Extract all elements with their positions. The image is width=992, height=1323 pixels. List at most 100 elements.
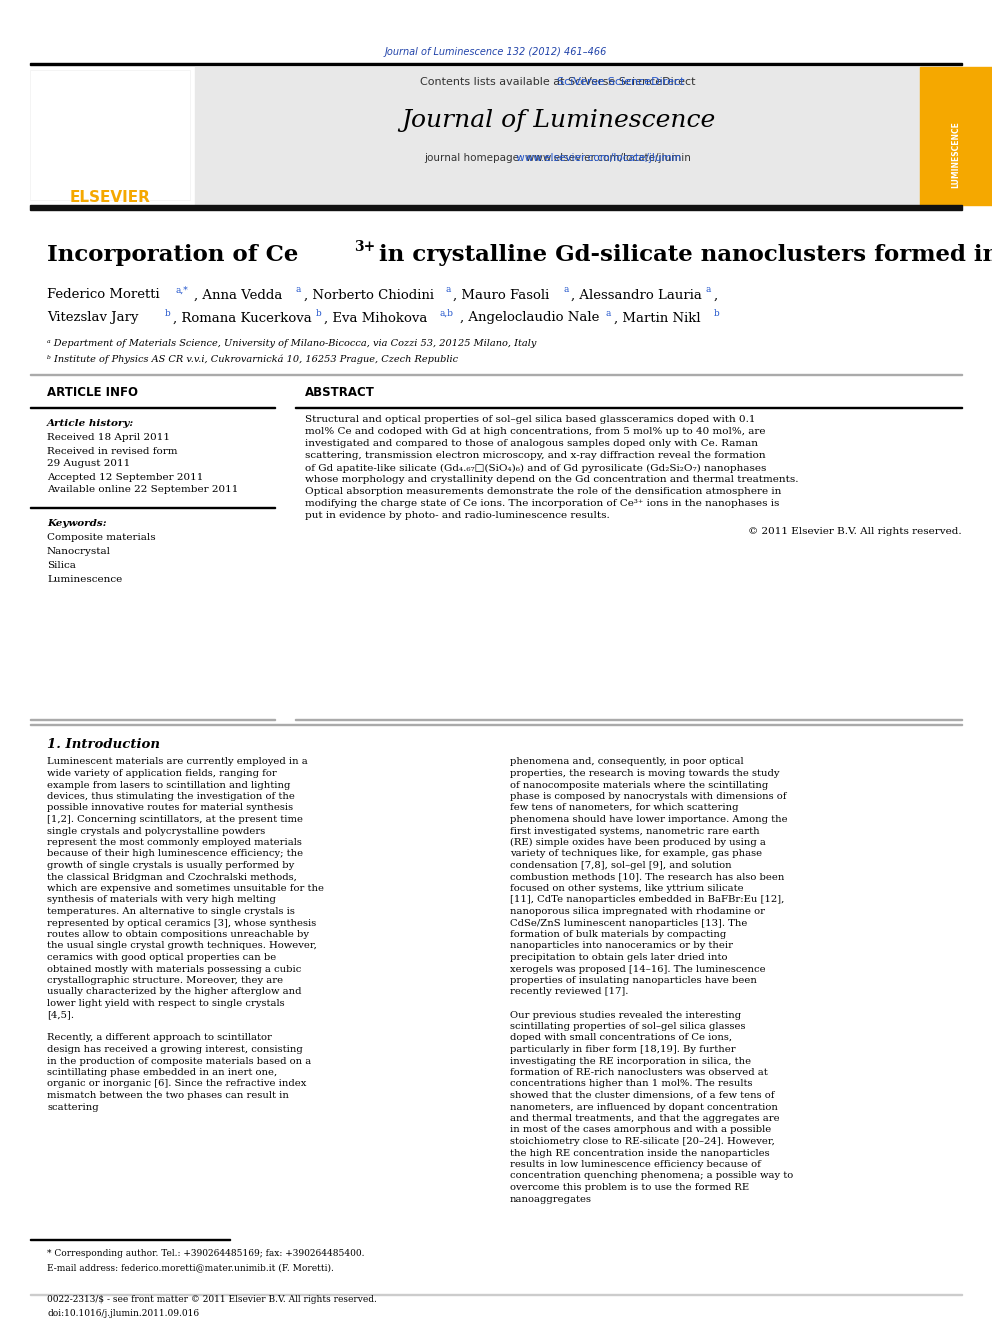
- Text: phenomena and, consequently, in poor optical: phenomena and, consequently, in poor opt…: [510, 758, 744, 766]
- Text: nanoporous silica impregnated with rhodamine or: nanoporous silica impregnated with rhoda…: [510, 908, 765, 916]
- Text: [11], CdTe nanoparticles embedded in BaFBr:Eu [12],: [11], CdTe nanoparticles embedded in BaF…: [510, 896, 785, 905]
- Text: properties of insulating nanoparticles have been: properties of insulating nanoparticles h…: [510, 976, 757, 986]
- Text: modifying the charge state of Ce ions. The incorporation of Ce³⁺ ions in the nan: modifying the charge state of Ce ions. T…: [305, 500, 780, 508]
- Text: put in evidence by photo- and radio-luminescence results.: put in evidence by photo- and radio-lumi…: [305, 512, 610, 520]
- Text: temperatures. An alternative to single crystals is: temperatures. An alternative to single c…: [47, 908, 295, 916]
- Text: obtained mostly with materials possessing a cubic: obtained mostly with materials possessin…: [47, 964, 302, 974]
- Text: LUMINESCENCE: LUMINESCENCE: [951, 122, 960, 188]
- Text: few tens of nanometers, for which scattering: few tens of nanometers, for which scatte…: [510, 803, 738, 812]
- Text: design has received a growing interest, consisting: design has received a growing interest, …: [47, 1045, 303, 1054]
- Text: , Martin Nikl: , Martin Nikl: [614, 311, 700, 324]
- Text: 0022-2313/$ - see front matter © 2011 Elsevier B.V. All rights reserved.: 0022-2313/$ - see front matter © 2011 El…: [47, 1295, 377, 1304]
- Text: results in low luminescence efficiency because of: results in low luminescence efficiency b…: [510, 1160, 761, 1170]
- Text: Received in revised form: Received in revised form: [47, 446, 178, 455]
- Bar: [30, 64, 962, 65]
- Text: in most of the cases amorphous and with a possible: in most of the cases amorphous and with …: [510, 1126, 771, 1135]
- Text: because of their high luminescence efficiency; the: because of their high luminescence effic…: [47, 849, 304, 859]
- Text: a,*: a,*: [176, 286, 188, 295]
- Text: concentrations higher than 1 mol%. The results: concentrations higher than 1 mol%. The r…: [510, 1080, 753, 1089]
- Text: mismatch between the two phases can result in: mismatch between the two phases can resu…: [47, 1091, 289, 1099]
- Text: xerogels was proposed [14–16]. The luminescence: xerogels was proposed [14–16]. The lumin…: [510, 964, 766, 974]
- Text: Structural and optical properties of sol–gel silica based glassceramics doped wi: Structural and optical properties of sol…: [305, 415, 756, 425]
- Text: CdSe/ZnS luminescent nanoparticles [13]. The: CdSe/ZnS luminescent nanoparticles [13].…: [510, 918, 747, 927]
- Text: Contents lists available at SciVerse ScienceDirect: Contents lists available at SciVerse Sci…: [421, 77, 695, 87]
- Text: the high RE concentration inside the nanoparticles: the high RE concentration inside the nan…: [510, 1148, 770, 1158]
- Text: first investigated systems, nanometric rare earth: first investigated systems, nanometric r…: [510, 827, 760, 836]
- Text: focused on other systems, like yttrium silicate: focused on other systems, like yttrium s…: [510, 884, 744, 893]
- Text: showed that the cluster dimensions, of a few tens of: showed that the cluster dimensions, of a…: [510, 1091, 775, 1099]
- Text: lower light yield with respect to single crystals: lower light yield with respect to single…: [47, 999, 285, 1008]
- Text: precipitation to obtain gels later dried into: precipitation to obtain gels later dried…: [510, 953, 727, 962]
- Text: overcome this problem is to use the formed RE: overcome this problem is to use the form…: [510, 1183, 749, 1192]
- Text: Luminescence: Luminescence: [47, 576, 122, 585]
- Text: © 2011 Elsevier B.V. All rights reserved.: © 2011 Elsevier B.V. All rights reserved…: [748, 528, 962, 537]
- Text: scintillating properties of sol–gel silica glasses: scintillating properties of sol–gel sili…: [510, 1021, 746, 1031]
- Text: ELSEVIER: ELSEVIER: [69, 191, 151, 205]
- Text: concentration quenching phenomena; a possible way to: concentration quenching phenomena; a pos…: [510, 1171, 794, 1180]
- Text: usually characterized by the higher afterglow and: usually characterized by the higher afte…: [47, 987, 302, 996]
- Text: single crystals and polycrystalline powders: single crystals and polycrystalline powd…: [47, 827, 265, 836]
- Text: nanoaggregates: nanoaggregates: [510, 1195, 592, 1204]
- Text: the usual single crystal growth techniques. However,: the usual single crystal growth techniqu…: [47, 942, 316, 950]
- Text: Vitezslav Jary: Vitezslav Jary: [47, 311, 139, 324]
- Text: Article history:: Article history:: [47, 418, 134, 427]
- Text: Composite materials: Composite materials: [47, 533, 156, 542]
- Text: doi:10.1016/j.jlumin.2011.09.016: doi:10.1016/j.jlumin.2011.09.016: [47, 1310, 199, 1319]
- Text: Accepted 12 September 2011: Accepted 12 September 2011: [47, 472, 203, 482]
- Text: a: a: [445, 286, 450, 295]
- Text: phase is composed by nanocrystals with dimensions of: phase is composed by nanocrystals with d…: [510, 792, 787, 800]
- Text: a: a: [606, 308, 611, 318]
- Text: Keywords:: Keywords:: [47, 519, 106, 528]
- Text: phenomena should have lower importance. Among the: phenomena should have lower importance. …: [510, 815, 788, 824]
- Text: [1,2]. Concerning scintillators, at the present time: [1,2]. Concerning scintillators, at the …: [47, 815, 303, 824]
- Text: 1. Introduction: 1. Introduction: [47, 738, 160, 751]
- Text: in crystalline Gd-silicate nanoclusters formed in silica: in crystalline Gd-silicate nanoclusters …: [371, 243, 992, 266]
- Text: nanometers, are influenced by dopant concentration: nanometers, are influenced by dopant con…: [510, 1102, 778, 1111]
- Text: represent the most commonly employed materials: represent the most commonly employed mat…: [47, 837, 302, 847]
- Text: www.elsevier.com/locate/jlumin: www.elsevier.com/locate/jlumin: [434, 153, 682, 163]
- Text: possible innovative routes for material synthesis: possible innovative routes for material …: [47, 803, 293, 812]
- Text: represented by optical ceramics [3], whose synthesis: represented by optical ceramics [3], who…: [47, 918, 316, 927]
- Text: b: b: [316, 308, 321, 318]
- Text: condensation [7,8], sol–gel [9], and solution: condensation [7,8], sol–gel [9], and sol…: [510, 861, 732, 871]
- Text: organic or inorganic [6]. Since the refractive index: organic or inorganic [6]. Since the refr…: [47, 1080, 307, 1089]
- Text: Received 18 April 2011: Received 18 April 2011: [47, 434, 170, 442]
- Text: whose morphology and crystallinity depend on the Gd concentration and thermal tr: whose morphology and crystallinity depen…: [305, 475, 799, 484]
- Text: ᵃ Department of Materials Science, University of Milano-Bicocca, via Cozzi 53, 2: ᵃ Department of Materials Science, Unive…: [47, 339, 537, 348]
- Text: a: a: [706, 286, 711, 295]
- Text: Journal of Luminescence: Journal of Luminescence: [401, 108, 715, 131]
- Text: ,: ,: [714, 288, 718, 302]
- Text: b: b: [165, 308, 171, 318]
- Text: combustion methods [10]. The research has also been: combustion methods [10]. The research ha…: [510, 872, 785, 881]
- Text: nanoparticles into nanoceramics or by their: nanoparticles into nanoceramics or by th…: [510, 942, 733, 950]
- Text: 29 August 2011: 29 August 2011: [47, 459, 130, 468]
- Text: recently reviewed [17].: recently reviewed [17].: [510, 987, 628, 996]
- Text: a: a: [296, 286, 302, 295]
- Text: Silica: Silica: [47, 561, 75, 570]
- Text: scattering: scattering: [47, 1102, 98, 1111]
- Text: and thermal treatments, and that the aggregates are: and thermal treatments, and that the agg…: [510, 1114, 780, 1123]
- Text: , Eva Mihokova: , Eva Mihokova: [324, 311, 428, 324]
- Text: routes allow to obtain compositions unreachable by: routes allow to obtain compositions unre…: [47, 930, 309, 939]
- Text: formation of bulk materials by compacting: formation of bulk materials by compactin…: [510, 930, 726, 939]
- Text: particularly in fiber form [18,19]. By further: particularly in fiber form [18,19]. By f…: [510, 1045, 736, 1054]
- Text: , Mauro Fasoli: , Mauro Fasoli: [453, 288, 550, 302]
- Text: growth of single crystals is usually performed by: growth of single crystals is usually per…: [47, 861, 295, 871]
- Text: [4,5].: [4,5].: [47, 1011, 74, 1020]
- Text: journal homepage: www.elsevier.com/locate/jlumin: journal homepage: www.elsevier.com/locat…: [425, 153, 691, 163]
- Bar: [195, 67, 920, 205]
- Text: Incorporation of Ce: Incorporation of Ce: [47, 243, 299, 266]
- Text: mol% Ce and codoped with Gd at high concentrations, from 5 mol% up to 40 mol%, a: mol% Ce and codoped with Gd at high conc…: [305, 427, 766, 437]
- Text: investigated and compared to those of analogous samples doped only with Ce. Rama: investigated and compared to those of an…: [305, 439, 758, 448]
- Text: Journal of Luminescence 132 (2012) 461–466: Journal of Luminescence 132 (2012) 461–4…: [385, 48, 607, 57]
- Text: formation of RE-rich nanoclusters was observed at: formation of RE-rich nanoclusters was ob…: [510, 1068, 768, 1077]
- Text: Luminescent materials are currently employed in a: Luminescent materials are currently empl…: [47, 758, 308, 766]
- Text: 3+: 3+: [354, 239, 375, 254]
- Text: a: a: [563, 286, 568, 295]
- Text: , Anna Vedda: , Anna Vedda: [194, 288, 283, 302]
- Text: of nanocomposite materials where the scintillating: of nanocomposite materials where the sci…: [510, 781, 768, 790]
- Text: crystallographic structure. Moreover, they are: crystallographic structure. Moreover, th…: [47, 976, 283, 986]
- Text: Nanocrystal: Nanocrystal: [47, 548, 111, 557]
- Text: ceramics with good optical properties can be: ceramics with good optical properties ca…: [47, 953, 276, 962]
- Text: Our previous studies revealed the interesting: Our previous studies revealed the intere…: [510, 1011, 741, 1020]
